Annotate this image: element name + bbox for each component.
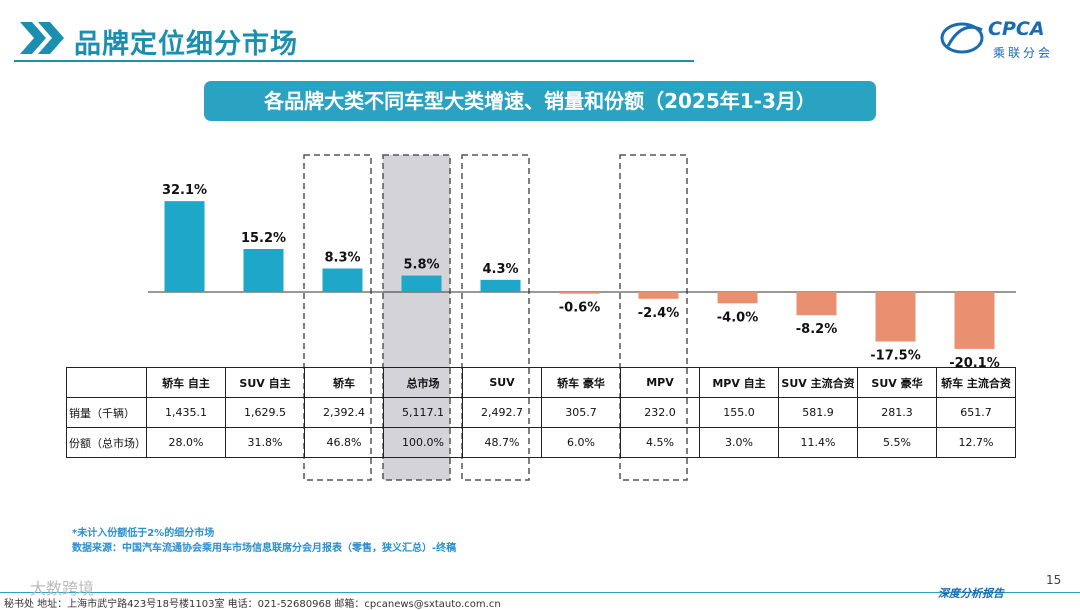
table-cell-share: 48.7%: [462, 427, 542, 458]
page-title: 品牌定位细分市场: [74, 29, 298, 60]
data-label: 32.1%: [162, 183, 207, 198]
data-table: 轿车 自主 SUV 自主 轿车 总市场 SUV 轿车 豪华 MPV MPV 自主 SUV 主流合…: [66, 367, 1016, 458]
footer-divider: [0, 592, 1080, 593]
table-cell-sales: 232.0: [620, 397, 700, 428]
table-cell-sales: 5,117.1: [383, 397, 463, 428]
data-label: 4.3%: [482, 262, 518, 277]
table-header-cell: 轿车 豪华: [541, 367, 621, 398]
footnote: *未计入份额低于2%的细分市场: [72, 528, 215, 539]
dashed-highlight-box: [461, 154, 530, 481]
bar: [401, 275, 442, 292]
data-label: -4.0%: [717, 310, 758, 325]
bar: [638, 292, 679, 299]
table-cell-sales: 2,492.7: [462, 397, 542, 428]
table-cell-share: 5.5%: [857, 427, 937, 458]
watermark-text: 大数跨境: [30, 579, 95, 598]
data-source-note: 数据来源：中国汽车流通协会乘用车市场信息联席分会月报表（零售，狭义汇总）-终稿: [72, 543, 457, 554]
table-header-cell: 总市场: [383, 367, 463, 398]
table-header-row: 轿车 自主 SUV 自主 轿车 总市场 SUV 轿车 豪华 MPV MPV 自主 SUV 主流合…: [66, 367, 1016, 398]
data-label: -17.5%: [870, 349, 921, 364]
table-cell-share: 3.0%: [699, 427, 779, 458]
table-cell-sales: 305.7: [541, 397, 621, 428]
table-header-cell: SUV 豪华: [857, 367, 937, 398]
bar: [322, 268, 363, 292]
table-cell-share: 28.0%: [146, 427, 226, 458]
bar: [164, 201, 205, 292]
table-cell-share: 11.4%: [778, 427, 858, 458]
bar: [717, 292, 758, 304]
cpca-logo-icon: [940, 22, 984, 54]
table-cell-share: 46.8%: [304, 427, 384, 458]
chevron-icon: [20, 22, 64, 54]
table-header-cell: SUV: [462, 367, 542, 398]
bar: [559, 292, 600, 294]
bar: [243, 248, 284, 292]
header-divider: [14, 60, 694, 62]
table-cell-sales: 1,629.5: [225, 397, 305, 428]
table-cell-share: 6.0%: [541, 427, 621, 458]
logo-subtext: 乘联分会: [993, 46, 1054, 60]
table-cell-sales: 155.0: [699, 397, 779, 428]
table-header-cell: 轿车: [304, 367, 384, 398]
data-label: 15.2%: [241, 231, 286, 246]
data-label: -0.6%: [559, 301, 600, 316]
table-cell-sales: 1,435.1: [146, 397, 226, 428]
table-row-sales: 销量（千辆） 1,435.1 1,629.5 2,392.4 5,117.1 2,492…: [66, 397, 1016, 428]
bar: [796, 292, 837, 316]
table-row-label: 份额（总市场）: [66, 427, 147, 458]
table-cell-share: 4.5%: [620, 427, 700, 458]
data-label: -8.2%: [796, 322, 837, 337]
table-cell-sales: 2,392.4: [304, 397, 384, 428]
table-cell-sales: 581.9: [778, 397, 858, 428]
footer-address: 秘书处 地址：上海市武宁路423号18号楼1103室 电话：021-526809…: [4, 599, 501, 610]
table-header-cell: MPV: [620, 367, 700, 398]
dashed-highlight-box: [303, 154, 372, 481]
table-cell-sales: 651.7: [936, 397, 1016, 428]
table-header-cell: 轿车 主流合资: [936, 367, 1016, 398]
table-cell-share: 31.8%: [225, 427, 305, 458]
page-number: 15: [1046, 573, 1062, 587]
table-cell-share: 100.0%: [383, 427, 463, 458]
table-corner-cell: [66, 367, 147, 398]
subtitle-banner: [204, 81, 876, 121]
table-header-cell: 轿车 自主: [146, 367, 226, 398]
logo-text: CPCA: [988, 18, 1045, 40]
data-label: 5.8%: [403, 258, 439, 273]
data-label: -2.4%: [638, 306, 679, 321]
bar: [480, 279, 521, 292]
footer-report-label: 深度分析报告: [938, 587, 1004, 600]
data-label: 8.3%: [324, 251, 360, 266]
table-row-share: 份额（总市场） 28.0% 31.8% 46.8% 100.0% 48.7% 6.0% 4.…: [66, 427, 1016, 458]
table-cell-sales: 281.3: [857, 397, 937, 428]
table-cell-share: 12.7%: [936, 427, 1016, 458]
chart-subtitle: 各品牌大类不同车型大类增速、销量和份额（2025年1-3月）: [264, 89, 816, 113]
bar: [954, 292, 995, 349]
table-header-cell: SUV 主流合资: [778, 367, 858, 398]
bar: [875, 292, 916, 342]
table-header-cell: MPV 自主: [699, 367, 779, 398]
table-row-label: 销量（千辆）: [66, 397, 147, 428]
table-header-cell: SUV 自主: [225, 367, 305, 398]
dashed-highlight-box: [619, 154, 688, 481]
